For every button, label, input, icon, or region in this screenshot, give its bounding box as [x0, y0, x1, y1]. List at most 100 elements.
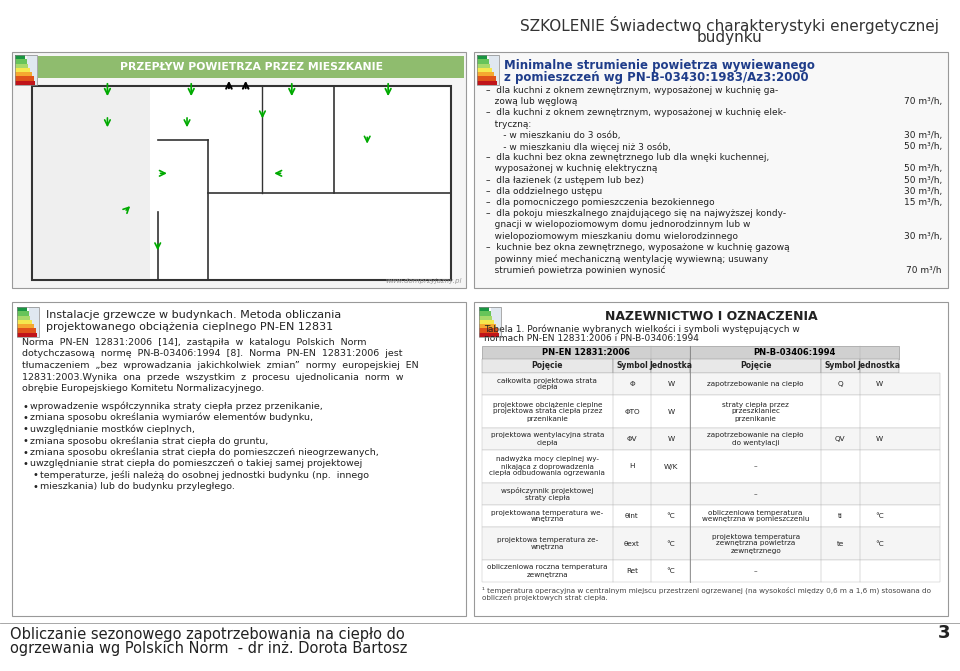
- Bar: [479, 311, 491, 315]
- Text: 30 m³/h,: 30 m³/h,: [903, 231, 942, 241]
- Bar: [492, 307, 501, 337]
- Text: uwzględnianie strat ciepła do pomieszczeń o takiej samej projektowej: uwzględnianie strat ciepła do pomieszcze…: [30, 459, 362, 468]
- Text: zmiana sposobu określania wymiarów elementów budynku,: zmiana sposobu określania wymiarów eleme…: [30, 413, 313, 423]
- Bar: [477, 68, 492, 72]
- Text: ΦV: ΦV: [627, 436, 637, 442]
- Text: –: –: [754, 464, 757, 470]
- Text: Tabela 1. Porównanie wybranych wielkości i symboli występujących w: Tabela 1. Porównanie wybranych wielkości…: [484, 324, 800, 333]
- Text: wyposażonej w kuchnię elektryczną: wyposażonej w kuchnię elektryczną: [486, 164, 658, 173]
- Text: gnacji w wielopoziomowym domu jednorodzinnym lub w: gnacji w wielopoziomowym domu jednorodzi…: [486, 220, 751, 229]
- Text: dotychczasową  normę  PN-B-03406:1994  [8].  Norma  PN-EN  12831:2006  jest: dotychczasową normę PN-B-03406:1994 [8].…: [22, 350, 402, 358]
- Text: –  dla pomocniczego pomieszczenia bezokiennego: – dla pomocniczego pomieszczenia bezokie…: [486, 198, 714, 207]
- Bar: [477, 72, 494, 76]
- Text: zmiana sposobu określania strat ciepła do gruntu,: zmiana sposobu określania strat ciepła d…: [30, 436, 268, 446]
- Bar: [477, 55, 487, 59]
- Text: H: H: [629, 464, 635, 470]
- Bar: [482, 373, 940, 395]
- Text: strumień powietrza powinien wynosić: strumień powietrza powinien wynosić: [486, 265, 665, 274]
- Bar: [15, 55, 37, 85]
- Text: Symbol: Symbol: [825, 362, 856, 370]
- Bar: [477, 81, 497, 85]
- Bar: [17, 311, 29, 315]
- Bar: [15, 76, 34, 81]
- Text: ¹ temperatura operacyjna w centralnym miejscu przestrzeni ogrzewanej (na wysokoś: ¹ temperatura operacyjna w centralnym mi…: [482, 586, 931, 601]
- Text: - w mieszkaniu dla więcej niż 3 osób,: - w mieszkaniu dla więcej niż 3 osób,: [486, 142, 671, 152]
- Text: •: •: [22, 401, 28, 411]
- Bar: [474, 302, 948, 616]
- Text: Jednostka: Jednostka: [649, 362, 692, 370]
- Text: –  dla łazienek (z ustępem lub bez): – dla łazienek (z ustępem lub bez): [486, 176, 644, 185]
- Text: 50 m³/h,: 50 m³/h,: [903, 142, 942, 151]
- Bar: [15, 68, 30, 72]
- Text: –  dla kuchni z oknem zewnętrznym, wyposażonej w kuchnię ga-: – dla kuchni z oknem zewnętrznym, wyposa…: [486, 86, 779, 95]
- Text: ΦTO: ΦTO: [624, 409, 639, 415]
- Bar: [482, 560, 940, 582]
- Bar: [482, 527, 940, 560]
- Text: 30 m³/h,: 30 m³/h,: [903, 131, 942, 140]
- Bar: [482, 450, 940, 483]
- Bar: [477, 55, 499, 85]
- Bar: [15, 55, 25, 59]
- Bar: [17, 307, 39, 337]
- Bar: [38, 56, 464, 78]
- Bar: [33, 87, 151, 279]
- Text: •: •: [22, 448, 28, 458]
- Text: z pomieszczeń wg PN-B-03430:1983/Az3:2000: z pomieszczeń wg PN-B-03430:1983/Az3:200…: [504, 71, 808, 84]
- Bar: [17, 307, 27, 311]
- Text: Pojęcie: Pojęcie: [532, 362, 563, 370]
- Bar: [477, 64, 491, 68]
- Bar: [15, 59, 27, 64]
- Bar: [690, 359, 821, 373]
- Bar: [821, 359, 860, 373]
- Bar: [29, 307, 39, 337]
- Text: te: te: [837, 541, 844, 546]
- Text: –  dla kuchni bez okna zewnętrznego lub dla wnęki kuchennej,: – dla kuchni bez okna zewnętrznego lub d…: [486, 153, 769, 162]
- Text: ti: ti: [838, 513, 843, 519]
- Text: Jednostka: Jednostka: [858, 362, 900, 370]
- Bar: [32, 86, 451, 280]
- Text: 70 m³/h: 70 m³/h: [906, 265, 942, 274]
- Text: budynku: budynku: [697, 30, 763, 45]
- Text: SZKOLENIE Świadectwo charakterystyki energetycznej: SZKOLENIE Świadectwo charakterystyki ene…: [520, 16, 940, 34]
- Bar: [479, 307, 501, 337]
- Text: Φ: Φ: [629, 381, 635, 387]
- Bar: [17, 315, 31, 320]
- Text: PRZEPŁYW POWIETRZA PRZEZ MIESZKANIE: PRZEPŁYW POWIETRZA PRZEZ MIESZKANIE: [119, 62, 382, 72]
- Bar: [17, 324, 34, 328]
- Text: •: •: [22, 413, 28, 423]
- Text: –: –: [754, 568, 757, 574]
- Text: Pojęcie: Pojęcie: [740, 362, 772, 370]
- Text: 15 m³/h,: 15 m³/h,: [903, 198, 942, 207]
- Text: projektowa temperatura
zewnętrzna powietrza
zewnętrznego: projektowa temperatura zewnętrzna powiet…: [711, 533, 800, 554]
- Text: projektowana temperatura we-
wnętrzna: projektowana temperatura we- wnętrzna: [492, 509, 604, 523]
- Bar: [489, 55, 499, 85]
- Text: straty ciepła przez
przeszklaniec
przenikanie: straty ciepła przez przeszklaniec przeni…: [722, 401, 789, 421]
- Text: •: •: [22, 436, 28, 446]
- Text: temperaturze, jeśli należą do osobnej jednostki budynku (np.  innego: temperaturze, jeśli należą do osobnej je…: [40, 470, 369, 480]
- Text: wprowadzenie współczynnika straty ciepła przez przenikanie,: wprowadzenie współczynnika straty ciepła…: [30, 401, 323, 411]
- Text: –  kuchnie bez okna zewnętrznego, wyposażone w kuchnię gazową: – kuchnie bez okna zewnętrznego, wyposaż…: [486, 243, 790, 252]
- Bar: [482, 395, 940, 428]
- Text: 30 m³/h,: 30 m³/h,: [903, 187, 942, 196]
- Bar: [12, 302, 466, 616]
- Text: –: –: [754, 491, 757, 497]
- Text: zapotrzebowanie na ciepło
do wentylacji: zapotrzebowanie na ciepło do wentylacji: [708, 433, 804, 446]
- Text: W: W: [876, 436, 883, 442]
- Text: •: •: [22, 425, 28, 435]
- Bar: [652, 359, 690, 373]
- Text: θext: θext: [624, 541, 640, 546]
- Text: 12831:2003.Wynika  ona  przede  wszystkim  z  procesu  ujednolicania  norm  w: 12831:2003.Wynika ona przede wszystkim z…: [22, 372, 403, 382]
- Text: całkowita projektowa strata
ciepła: całkowita projektowa strata ciepła: [497, 378, 597, 391]
- Text: W: W: [667, 409, 675, 415]
- Bar: [479, 307, 489, 311]
- Text: W: W: [667, 436, 675, 442]
- Text: •: •: [32, 470, 37, 480]
- Text: zmiana sposobu określania strat ciepła do pomieszczeń nieogrzewanych,: zmiana sposobu określania strat ciepła d…: [30, 448, 379, 457]
- Text: wielopoziomowym mieszkaniu domu wielorodzinnego: wielopoziomowym mieszkaniu domu wielorod…: [486, 231, 738, 241]
- Text: •: •: [32, 482, 37, 492]
- Text: θint: θint: [625, 513, 638, 519]
- Text: Norma  PN-EN  12831:2006  [14],  zastąpiła  w  katalogu  Polskich  Norm: Norma PN-EN 12831:2006 [14], zastąpiła w…: [22, 338, 367, 347]
- Bar: [17, 320, 33, 324]
- Bar: [15, 64, 29, 68]
- Text: obliczeniowa temperatura
wewnętrzna w pomieszczeniu: obliczeniowa temperatura wewnętrzna w po…: [702, 509, 809, 523]
